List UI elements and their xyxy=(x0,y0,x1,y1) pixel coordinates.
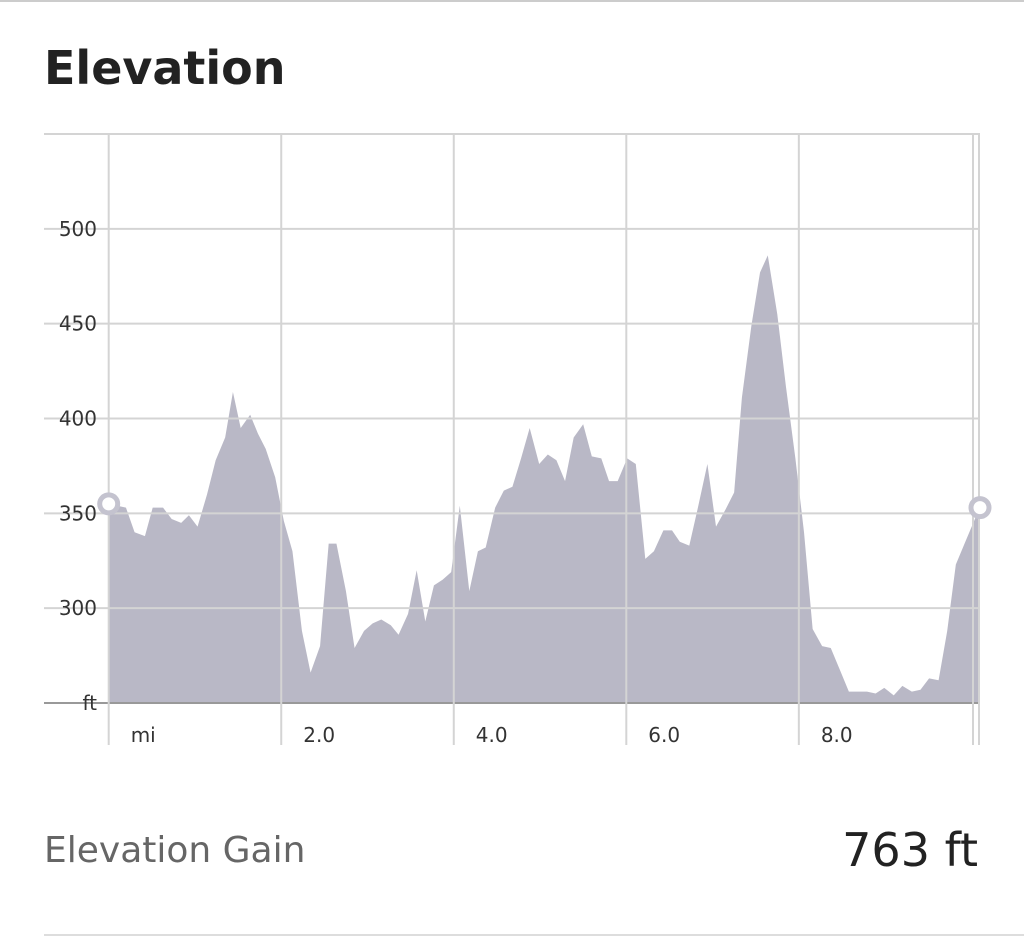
section-title: Elevation xyxy=(44,41,286,95)
range-handle xyxy=(968,496,992,520)
x-tick-label: 8.0 xyxy=(821,723,853,747)
y-tick-label: 400 xyxy=(59,407,97,431)
x-tick-label: mi xyxy=(131,723,156,747)
y-tick-label: 350 xyxy=(59,501,97,525)
x-tick-label: 4.0 xyxy=(476,723,508,747)
y-tick-label: 300 xyxy=(59,596,97,620)
x-tick-label: 2.0 xyxy=(303,723,335,747)
y-tick-label: 450 xyxy=(59,312,97,336)
elevation-area xyxy=(108,255,981,704)
elevation-chart: ft 300 350 400 450 500 mi 2.0 4.0 6.0 8.0 xyxy=(44,133,992,747)
range-handle xyxy=(97,492,121,516)
y-tick-label: 500 xyxy=(59,217,97,241)
x-tick-label: 6.0 xyxy=(648,723,680,747)
y-tick-label: ft xyxy=(82,691,97,715)
stat-value: 763 ft xyxy=(842,823,978,877)
stat-label: Elevation Gain xyxy=(44,830,305,871)
